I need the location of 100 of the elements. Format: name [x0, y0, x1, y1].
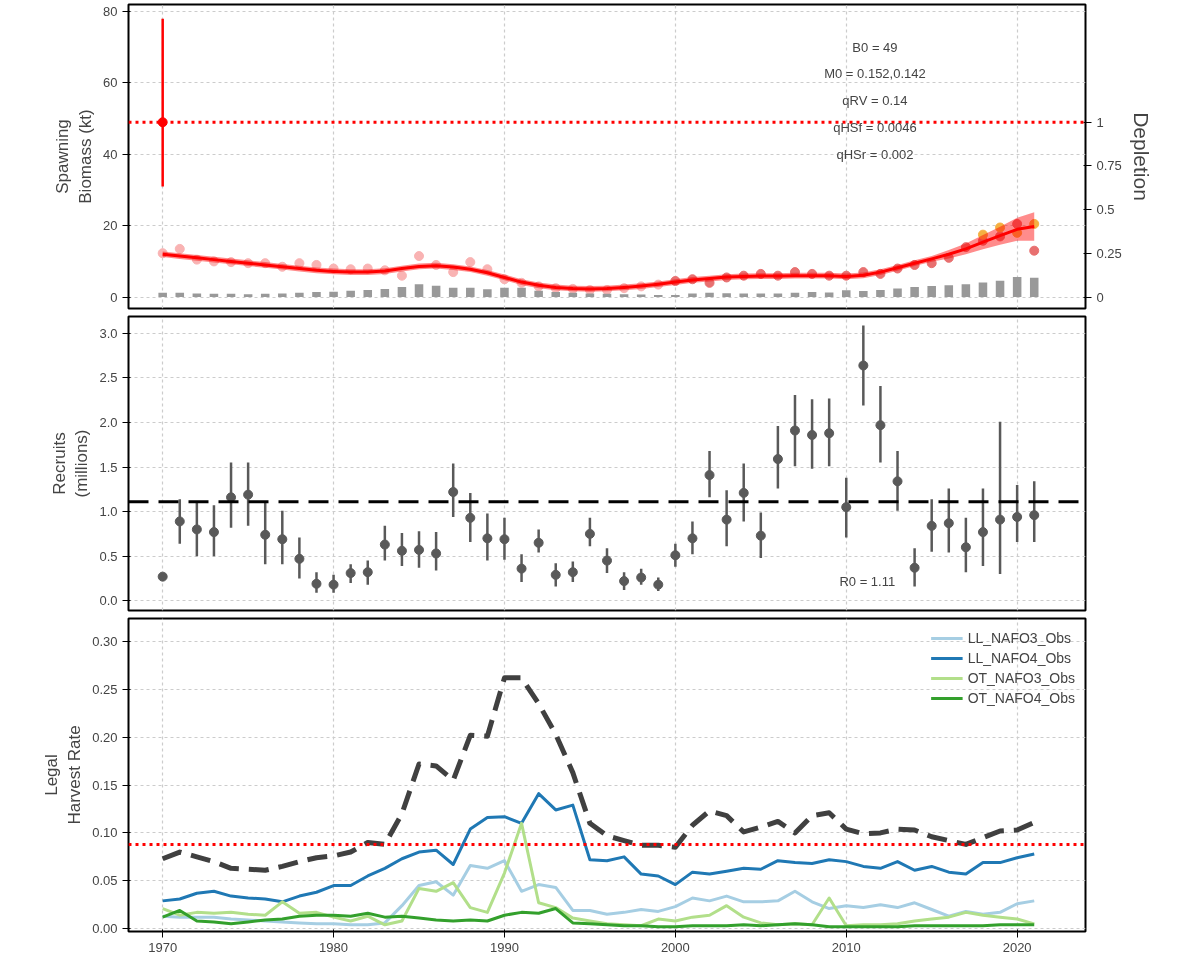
bar [397, 287, 407, 298]
bar [1012, 277, 1022, 298]
y-tick-label: 0.00 [92, 921, 118, 937]
point [738, 487, 749, 498]
point [670, 550, 681, 561]
y-tick-label: 0 [110, 289, 118, 305]
y-tick-label: 3.0 [99, 325, 118, 341]
bar [517, 287, 526, 298]
point [789, 425, 800, 436]
bar [995, 280, 1005, 298]
x-tick-label: 1970 [148, 939, 178, 955]
y2-axis-title: Depletion [1129, 112, 1153, 201]
point [414, 251, 425, 262]
bar [312, 292, 321, 298]
point [396, 270, 407, 281]
point [567, 567, 578, 578]
bar [1029, 277, 1039, 298]
point [516, 563, 527, 574]
annotation: qHSr = 0.002 [836, 146, 914, 162]
point [379, 539, 390, 550]
bar [243, 294, 253, 298]
bar [175, 292, 185, 298]
point [1012, 218, 1023, 229]
bar [824, 292, 834, 298]
point [328, 579, 339, 590]
line-series [161, 792, 1036, 904]
y-tick-label: 1.5 [99, 459, 118, 475]
point [191, 524, 202, 535]
point [926, 520, 937, 531]
legend-label: LL_NAFO4_Obs [967, 650, 1072, 666]
bar [551, 292, 560, 298]
x-tick-label: 1980 [319, 939, 349, 955]
y-tick-label: 0.05 [92, 873, 118, 889]
point [995, 514, 1006, 525]
annotation: M0 = 0.152,0.142 [824, 66, 926, 82]
bar [722, 293, 731, 298]
point [858, 360, 869, 371]
point [636, 572, 647, 583]
annotation: R0 = 1.11 [839, 573, 896, 589]
point [311, 259, 322, 270]
y-tick-label: 0.10 [92, 825, 118, 841]
point [909, 562, 920, 573]
y-tick-label: 0.20 [92, 729, 118, 745]
legend-label: OT_NAFO3_Obs [967, 670, 1075, 686]
bar [944, 285, 954, 298]
y-tick-label: 20 [103, 218, 118, 234]
y2-tick-label: 0.75 [1096, 158, 1122, 174]
point [824, 428, 835, 439]
y-tick-label: 1.0 [99, 504, 118, 520]
point [396, 545, 407, 556]
bar [329, 291, 338, 298]
bar [483, 289, 492, 298]
bar [910, 287, 919, 298]
bar [448, 287, 458, 298]
bar [500, 287, 509, 298]
y-tick-label: 2.5 [99, 370, 118, 386]
point [260, 529, 271, 540]
y-tick-label: 0.15 [92, 777, 118, 793]
point [1029, 510, 1040, 521]
bar [859, 291, 868, 298]
point [465, 257, 476, 268]
annotation: qHSf = 0.0046 [833, 119, 917, 135]
bar [295, 292, 304, 298]
point [345, 568, 356, 579]
y2-tick-label: 0.5 [1096, 202, 1115, 218]
annotation: B0 = 49 [852, 39, 898, 55]
point [704, 470, 715, 481]
bar [380, 288, 390, 298]
bar [688, 293, 697, 298]
annotation: qRV = 0.14 [842, 93, 908, 109]
point [687, 533, 698, 544]
bar [158, 292, 167, 298]
y2-tick-label: 0.25 [1096, 245, 1122, 261]
bar [346, 290, 355, 298]
point [755, 530, 766, 541]
point [807, 430, 818, 440]
point [174, 516, 185, 527]
y-tick-label: 80 [103, 4, 118, 20]
x-tick-label: 2000 [660, 939, 690, 955]
point [841, 502, 852, 513]
point [550, 569, 561, 580]
point [243, 489, 254, 500]
y-tick-label: 40 [103, 146, 118, 162]
point [875, 420, 886, 431]
y2-tick-label: 0 [1096, 289, 1104, 305]
point [157, 571, 168, 582]
point [584, 528, 595, 539]
point [448, 487, 459, 497]
point [465, 512, 476, 523]
y-axis-title: Spawning Biomass (kt) [53, 109, 96, 204]
point [208, 527, 219, 538]
bar [705, 292, 714, 298]
y2-tick-label: 1 [1096, 114, 1104, 130]
bar [278, 293, 287, 298]
point [294, 553, 305, 564]
bar [414, 284, 424, 298]
bar [841, 290, 851, 298]
point [482, 533, 493, 544]
point [995, 222, 1006, 233]
point [448, 267, 459, 278]
